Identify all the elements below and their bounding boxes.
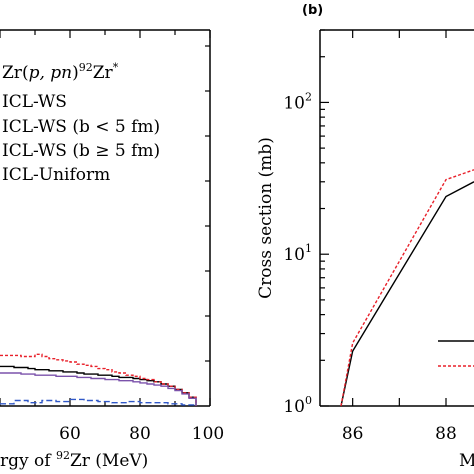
legend-entry-icl-ws-b-ge-5: ICL-WS (b ≥ 5 fm) [2, 141, 160, 161]
panel-b-chart: (b) 100 101 102 86 88 Cross section (mb) M [256, 3, 474, 471]
panel-b-x-axis-label: M [459, 451, 474, 471]
panel-a-series [0, 353, 197, 406]
panel-b-y-tick-label: 102 [283, 90, 312, 113]
panel-b-series [340, 169, 474, 407]
panel-b-x-tick-label: 86 [342, 424, 364, 444]
legend-entry-icl-uniform: ICL-Uniform [2, 165, 110, 185]
legend-entry-icl-ws: ICL-WS [2, 92, 67, 112]
panel-b-y-axis-label: Cross section (mb) [256, 137, 276, 299]
panel-a-tick-labels: 60 80 100 [59, 424, 224, 444]
panel-a-legend: ICL-WS ICL-WS (b < 5 fm) ICL-WS (b ≥ 5 f… [2, 92, 160, 185]
panel-a-chart: 60 80 100 Zr(p, pn)92Zr* ICL-WS ICL-WS (b … [0, 29, 224, 471]
panel-a-series-icl-ws-b-5-fm [0, 372, 197, 406]
panel-b-x-tick-label: 88 [435, 424, 457, 444]
panel-a-series-icl-ws-b-5-fm [0, 398, 197, 406]
panel-a-x-tick-label: 100 [192, 424, 224, 444]
panel-a-x-tick-label: 80 [129, 424, 151, 444]
panel-b-ticks [320, 29, 447, 407]
panel-b-tag: (b) [302, 3, 323, 18]
panel-b-y-tick-label: 100 [283, 394, 312, 417]
panel-b-series-solid [340, 181, 474, 407]
legend-entry-icl-ws-b-lt-5: ICL-WS (b < 5 fm) [2, 117, 160, 137]
panel-a-ticks [0, 30, 211, 406]
panel-b-tick-labels: 100 101 102 86 88 [283, 90, 456, 444]
panel-b-series-dotted [340, 169, 474, 407]
panel-b-y-tick-label: 101 [283, 242, 312, 265]
panel-a-reaction-title: Zr(p, pn)92Zr* [2, 61, 119, 83]
panel-b-legend-samples [438, 340, 474, 367]
panel-a-x-axis-label: rgy of 92Zr (MeV) [0, 449, 148, 471]
panel-a-x-tick-label: 60 [59, 424, 81, 444]
panel-a-series-icl-uniform [0, 353, 197, 406]
